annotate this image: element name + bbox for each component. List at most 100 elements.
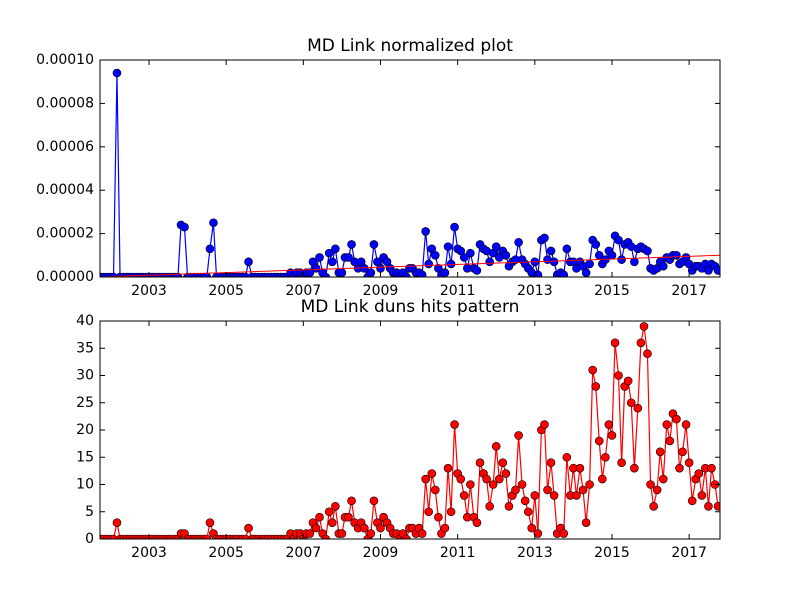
data-point — [331, 244, 340, 254]
data-point — [549, 491, 559, 500]
data-point — [578, 485, 588, 495]
data-point — [446, 259, 456, 269]
data-point — [241, 272, 250, 277]
data-point — [527, 523, 537, 533]
data-point — [501, 469, 511, 478]
data-point — [424, 507, 434, 517]
data-point — [402, 272, 411, 277]
data-point — [652, 485, 662, 495]
data-point — [598, 474, 607, 484]
data-point — [626, 398, 636, 408]
plot-area — [100, 322, 720, 539]
x-tick-label: 2013 — [517, 545, 553, 561]
y-tick-label: 0 — [85, 531, 94, 547]
data-point — [636, 338, 646, 348]
data-point — [440, 523, 450, 533]
y-tick-label: 0.00002 — [36, 226, 94, 242]
data-point — [347, 496, 356, 506]
data-point — [472, 518, 482, 527]
data-point — [205, 244, 215, 254]
y-tick-label: 20 — [76, 422, 94, 438]
data-point — [581, 268, 591, 277]
y-tick-label: 35 — [76, 340, 94, 356]
data-point — [601, 452, 610, 462]
data-point — [643, 349, 652, 359]
data-point — [559, 270, 569, 277]
data-point — [658, 474, 668, 484]
data-point — [514, 431, 523, 440]
x-tick-label: 2011 — [440, 283, 476, 299]
data-point — [459, 491, 469, 500]
x-tick-label: 2011 — [440, 545, 476, 561]
data-point — [491, 442, 501, 451]
y-tick-label: 0.00008 — [36, 95, 94, 111]
data-point — [311, 264, 321, 273]
data-point — [655, 447, 665, 457]
data-point — [562, 244, 572, 254]
data-point — [450, 222, 459, 232]
data-point — [559, 529, 569, 538]
data-point — [530, 491, 540, 500]
data-point — [617, 458, 626, 468]
data-point — [610, 338, 620, 348]
data-point — [466, 480, 475, 489]
x-tick-label: 2007 — [286, 283, 322, 299]
data-point — [459, 253, 469, 262]
data-point — [324, 248, 334, 258]
data-point — [109, 534, 118, 539]
data-point — [694, 469, 704, 478]
data-point — [205, 518, 215, 527]
data-point — [209, 218, 218, 228]
data-point — [540, 420, 549, 429]
data-point — [327, 518, 337, 527]
chart-title: MD Link duns hits pattern — [301, 297, 520, 317]
data-point — [241, 534, 250, 539]
data-point — [617, 255, 626, 264]
data-point — [591, 382, 601, 391]
data-point — [546, 246, 556, 256]
data-point — [607, 431, 617, 440]
data-point — [681, 420, 691, 429]
data-point — [501, 251, 511, 260]
data-point — [623, 376, 633, 386]
data-point — [347, 240, 356, 249]
data-point — [321, 272, 330, 277]
data-point — [359, 523, 369, 533]
data-point — [707, 463, 716, 473]
data-point — [607, 251, 617, 260]
data-point — [514, 237, 523, 247]
data-point — [315, 512, 324, 522]
data-point — [472, 266, 482, 275]
data-point — [713, 266, 720, 275]
data-point — [344, 253, 353, 262]
data-point — [504, 501, 514, 511]
data-point — [588, 365, 597, 375]
data-point — [639, 322, 649, 331]
y-tick-label: 5 — [85, 504, 94, 520]
x-tick-label: 2015 — [594, 283, 630, 299]
data-point — [402, 534, 411, 539]
data-point — [533, 270, 543, 277]
data-point — [614, 371, 623, 380]
data-point — [427, 469, 437, 478]
x-tick-label: 2017 — [671, 283, 707, 299]
data-point — [630, 257, 639, 267]
data-point — [443, 242, 453, 251]
x-tick-label: 2003 — [131, 283, 167, 299]
y-tick-label: 15 — [76, 449, 94, 465]
data-point — [649, 501, 658, 511]
data-point — [498, 458, 508, 468]
data-point — [511, 485, 520, 495]
data-point — [456, 474, 466, 484]
y-tick-label: 40 — [76, 313, 94, 329]
data-point — [417, 270, 427, 277]
data-point — [482, 474, 491, 484]
x-tick-label: 2009 — [363, 545, 399, 561]
data-point — [614, 235, 623, 245]
data-point — [662, 420, 672, 429]
data-point — [672, 251, 681, 260]
data-point — [495, 474, 504, 484]
data-point — [450, 420, 459, 429]
data-point — [324, 507, 334, 517]
data-point — [424, 259, 434, 269]
